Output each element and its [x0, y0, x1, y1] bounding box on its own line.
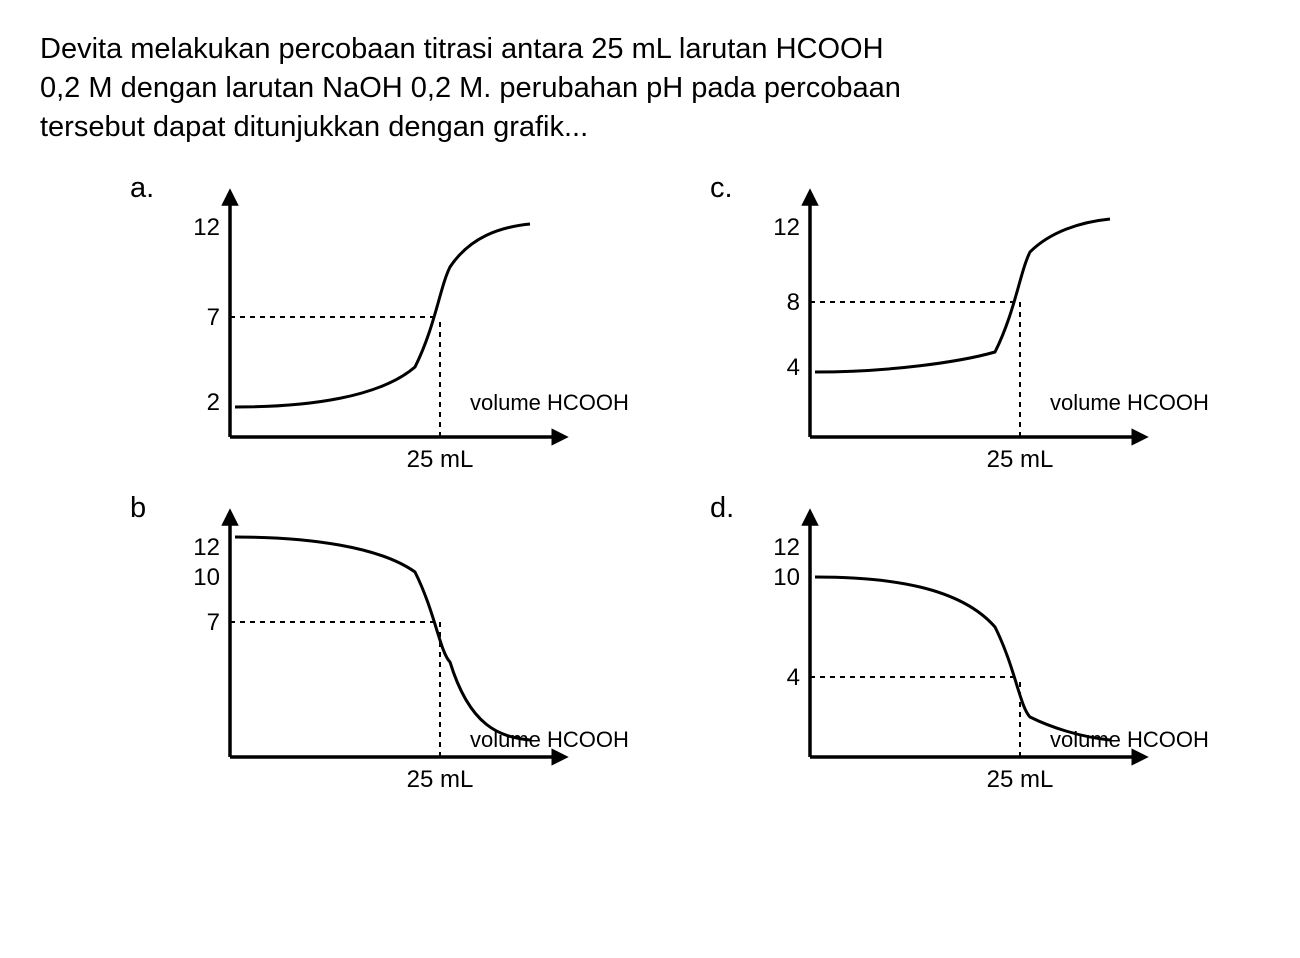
svg-text:volume HCOOH: volume HCOOH	[470, 390, 629, 415]
titration-curve-a: 12 7 2 volume HCOOH 25 mL	[160, 177, 640, 477]
svg-text:25 mL: 25 mL	[987, 446, 1054, 473]
svg-text:12: 12	[193, 534, 220, 561]
option-a-label: a.	[130, 172, 160, 205]
svg-text:25 mL: 25 mL	[987, 766, 1054, 793]
svg-text:4: 4	[787, 664, 800, 691]
option-b: b 12107volume HCOOH25 mL	[130, 497, 680, 797]
chart-c: 12 8 4 volume HCOOH 25 mL	[740, 177, 1220, 477]
titration-curve-d: 12 10 4 volume HCOOH 25 mL	[740, 497, 1220, 797]
option-a: a. 1272volume HCOOH25 mL	[130, 177, 680, 477]
chart-a: 12 7 2 volume HCOOH 25 mL	[160, 177, 640, 477]
svg-text:10: 10	[193, 564, 220, 591]
option-c-label: c.	[710, 172, 740, 205]
svg-text:7: 7	[207, 304, 220, 331]
svg-text:12: 12	[193, 214, 220, 241]
question-text: Devita melakukan percobaan titrasi antar…	[40, 30, 1260, 147]
options-grid: a. 1272volume HCOOH25 mL c. 1284volume H…	[40, 177, 1260, 797]
question-line-2: 0,2 M dengan larutan NaOH 0,2 M. perubah…	[40, 72, 901, 104]
option-b-label: b	[130, 492, 160, 525]
option-d-label: d.	[710, 492, 740, 525]
option-d: d. 12104volume HCOOH25 mL	[710, 497, 1260, 797]
titration-curve-b: 12 10 7 volume HCOOH 25 mL	[160, 497, 640, 797]
svg-text:25 mL: 25 mL	[407, 446, 474, 473]
chart-b: 12 10 7 volume HCOOH 25 mL	[160, 497, 640, 797]
svg-text:7: 7	[207, 609, 220, 636]
titration-curve-c: 12 8 4 volume HCOOH 25 mL	[740, 177, 1220, 477]
option-c: c. 1284volume HCOOH25 mL	[710, 177, 1260, 477]
svg-text:4: 4	[787, 354, 800, 381]
svg-text:2: 2	[207, 389, 220, 416]
question-line-1: Devita melakukan percobaan titrasi antar…	[40, 33, 884, 65]
svg-text:25 mL: 25 mL	[407, 766, 474, 793]
svg-text:volume HCOOH: volume HCOOH	[470, 727, 629, 752]
question-line-3: tersebut dapat ditunjukkan dengan grafik…	[40, 111, 588, 143]
svg-text:volume HCOOH: volume HCOOH	[1050, 727, 1209, 752]
svg-text:10: 10	[773, 564, 800, 591]
svg-text:12: 12	[773, 214, 800, 241]
svg-text:8: 8	[787, 289, 800, 316]
svg-text:12: 12	[773, 534, 800, 561]
chart-d: 12 10 4 volume HCOOH 25 mL	[740, 497, 1220, 797]
svg-text:volume HCOOH: volume HCOOH	[1050, 390, 1209, 415]
